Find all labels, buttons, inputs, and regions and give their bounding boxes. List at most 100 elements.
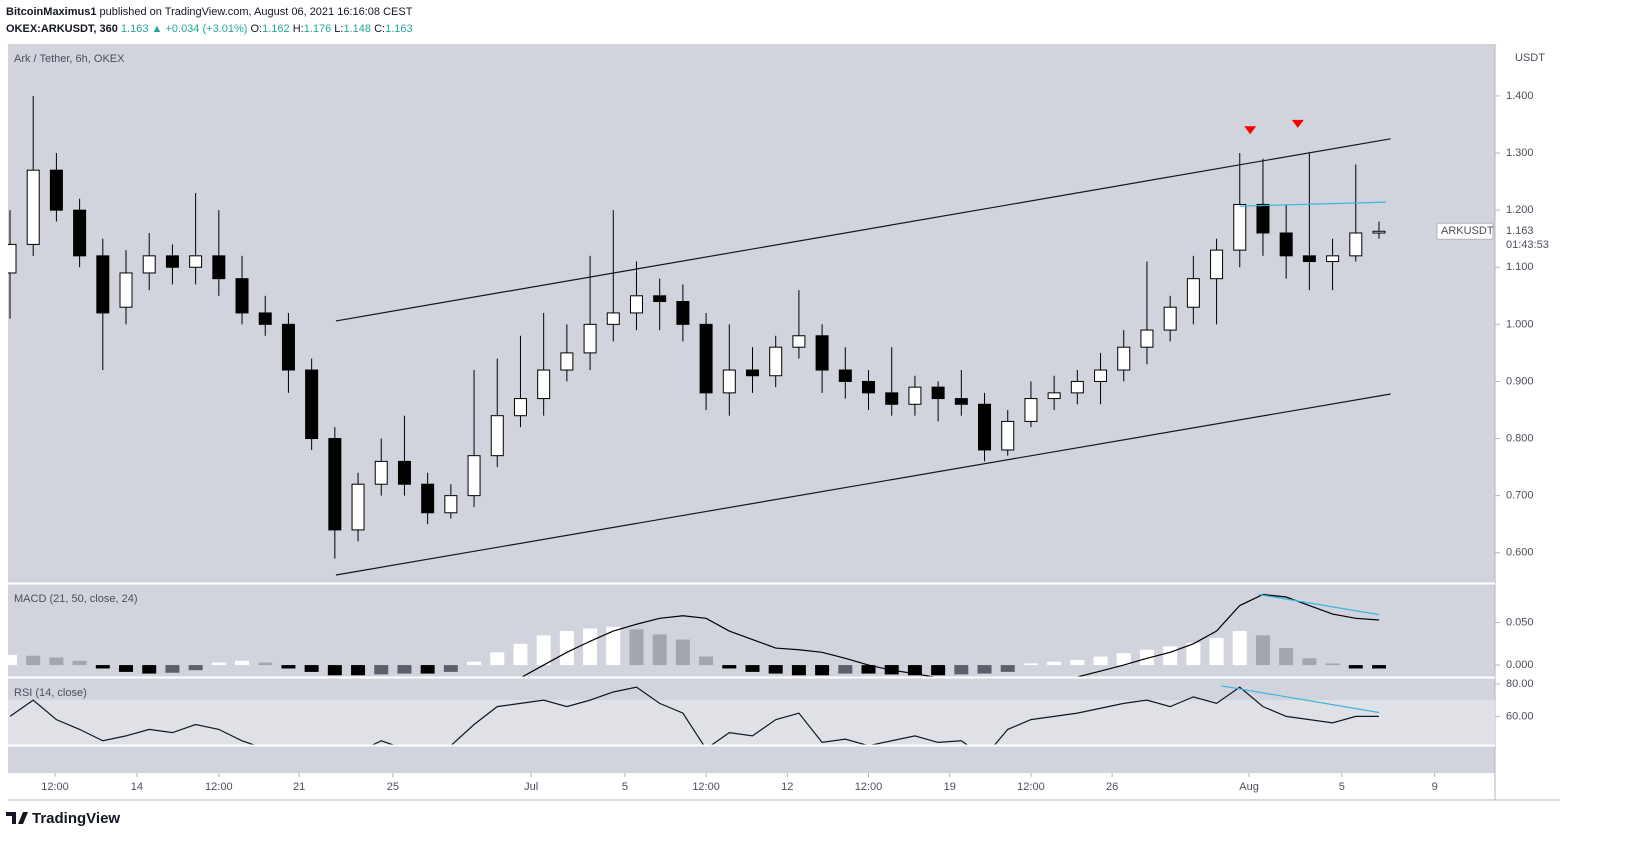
candle-body (653, 295, 667, 303)
candle-body (931, 386, 945, 400)
ohlc-key: O: (250, 23, 262, 35)
ohlc-value: 1.163 (385, 23, 413, 35)
trend-line (1239, 201, 1386, 207)
logo-icon (6, 812, 28, 824)
ohlc-value: 1.176 (304, 23, 332, 35)
candle-body (189, 255, 203, 268)
x-tick-label: Aug (1239, 781, 1259, 793)
trend-line (1258, 593, 1380, 616)
line-line (520, 593, 1380, 677)
candle-body (490, 415, 504, 457)
empty-pane (8, 746, 1495, 773)
histogram-bar (211, 662, 226, 666)
histogram-bar (327, 665, 342, 676)
rsi-band (8, 700, 1495, 745)
histogram-bar (907, 665, 922, 676)
histogram-bar (188, 665, 203, 671)
price-tag-symbol: ARKUSDT (1441, 225, 1494, 237)
histogram-bar (861, 665, 876, 674)
candle-body (769, 346, 783, 377)
candle-body (699, 323, 713, 394)
y-tick-label: 0.000 (1506, 659, 1534, 671)
trend-line (1221, 685, 1380, 714)
x-tick-label: 12:00 (41, 781, 69, 793)
candle-body (49, 169, 63, 211)
y-tick-label: 60.00 (1506, 710, 1534, 722)
ohlc-key: C: (374, 23, 385, 35)
candle-body (908, 386, 922, 405)
macd-pane (8, 584, 1495, 677)
candle-body (421, 483, 435, 514)
x-tick-label: 5 (622, 781, 628, 793)
histogram-bar (1023, 663, 1038, 666)
histogram-bar (397, 665, 412, 674)
y-tick-label: 0.600 (1506, 547, 1534, 559)
candle-body (1326, 255, 1340, 263)
x-tick-label: 12:00 (205, 781, 233, 793)
histogram-bar (583, 628, 598, 666)
y-tick-label: 0.700 (1506, 490, 1534, 502)
macd-title: MACD (21, 50, close, 24) (14, 593, 138, 605)
candle-body (374, 460, 388, 485)
histogram-bar (513, 643, 528, 666)
candle-body (722, 369, 736, 394)
ohlc-key: H: (293, 23, 304, 35)
candle-body (328, 438, 342, 531)
candle-body (281, 323, 295, 371)
candle-body (142, 255, 156, 274)
histogram-bar (467, 661, 482, 666)
histogram-bar (559, 631, 574, 666)
x-tick-label: 5 (1339, 781, 1345, 793)
logo: TradingView (6, 810, 120, 827)
pane-content (8, 593, 1386, 677)
candle-body (212, 255, 226, 280)
pane-content (8, 685, 1495, 745)
candle-body (513, 398, 527, 417)
histogram-bar (1325, 663, 1340, 666)
histogram-bar (722, 665, 737, 669)
x-tick-label: 25 (387, 781, 399, 793)
histogram-bar (235, 660, 250, 666)
candle-body (1186, 278, 1200, 308)
histogram-bar (745, 665, 760, 672)
chart-title: Ark / Tether, 6h, OKEX (14, 53, 125, 65)
candle-body (862, 380, 876, 394)
histogram-bar (1209, 637, 1224, 666)
histogram-bar (1348, 665, 1363, 669)
histogram-bar (768, 665, 783, 674)
published: published on TradingView.com, August 06,… (100, 6, 413, 18)
candle-body (629, 295, 643, 314)
y-tick-label: 80.00 (1506, 678, 1534, 690)
histogram-bar (699, 656, 714, 666)
histogram-bar (977, 665, 992, 674)
candle-body (537, 369, 551, 400)
ohlc-key: L: (334, 23, 343, 35)
candle-body (73, 209, 87, 257)
candle-body (305, 369, 319, 440)
candle-body (1372, 230, 1386, 234)
histogram-bar (420, 665, 435, 674)
candle-body (1349, 232, 1363, 257)
trend-line (335, 393, 1391, 576)
histogram-bar (490, 652, 505, 666)
histogram-bar (281, 665, 296, 669)
x-tick-label: 12:00 (855, 781, 883, 793)
ohlc-value: 1.148 (343, 23, 371, 35)
histogram-bar (1163, 646, 1178, 666)
histogram-bar (1116, 653, 1131, 666)
candle-body (815, 335, 829, 371)
candle-body (1256, 203, 1270, 234)
price-tag (1436, 222, 1494, 240)
x-tick-label: 14 (131, 781, 143, 793)
histogram-bar (119, 665, 134, 672)
candle-body (258, 312, 272, 325)
histogram-bar (49, 657, 64, 666)
histogram-bar (1093, 656, 1108, 666)
candle-body (1070, 380, 1084, 394)
logo-text: TradingView (32, 810, 120, 827)
histogram-bar (629, 629, 644, 666)
histogram-bar (652, 634, 667, 666)
ohlc-value: 1.162 (262, 23, 290, 35)
histogram-bar (838, 665, 853, 674)
